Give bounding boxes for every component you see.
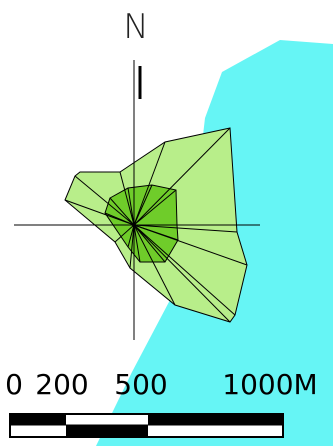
scale-label-200: 200	[35, 368, 88, 401]
scale-segment-500-1000	[148, 414, 283, 425]
scale-label-0: 0	[5, 368, 23, 401]
center-point	[132, 223, 136, 227]
scale-segment-0-200	[10, 414, 66, 425]
scale-label-500: 500	[114, 368, 167, 401]
north-label: N	[123, 7, 148, 47]
scale-bar	[9, 413, 284, 438]
scale-segment-200-500	[66, 425, 148, 437]
inner-zone	[104, 184, 179, 263]
radial-lines	[64, 127, 248, 323]
scale-label-1000m: 1000M	[222, 368, 317, 401]
